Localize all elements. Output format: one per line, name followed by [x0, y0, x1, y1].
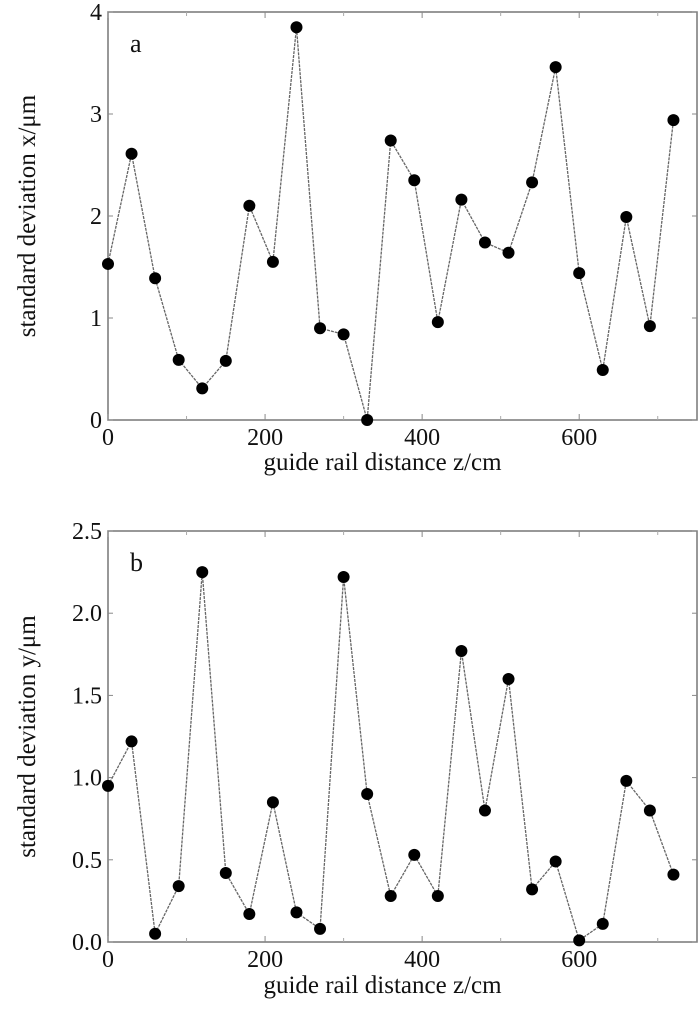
- plot-frame: [107, 530, 698, 943]
- data-point: [573, 934, 586, 947]
- data-point: [526, 883, 539, 896]
- panel-a: 0 200 400 600 0 1 2 3 4 guide rail distance z/cm s…: [14, 0, 698, 476]
- data-point: [290, 906, 303, 919]
- data-point: [102, 779, 114, 792]
- x-tick-label: 600: [561, 947, 597, 973]
- data-point: [620, 211, 633, 224]
- data-point: [408, 174, 421, 187]
- data-point: [102, 257, 114, 270]
- y-tick-label: 1: [90, 306, 102, 332]
- data-point: [314, 922, 327, 935]
- data-point: [431, 316, 444, 329]
- x-tick-label: 200: [247, 947, 283, 973]
- data-point: [219, 866, 232, 879]
- data-point: [172, 353, 185, 366]
- data-point: [502, 246, 515, 259]
- series-line: [107, 572, 675, 942]
- panel-label: a: [130, 29, 142, 58]
- data-point: [549, 61, 562, 74]
- data-point: [384, 889, 397, 902]
- panel-b: 0 200 400 600 0.0 0.5 1.0 1.5 2.0 2.5 guide rail d…: [14, 519, 698, 999]
- data-point: [337, 571, 350, 584]
- x-tick-label: 400: [404, 425, 440, 451]
- data-point: [337, 328, 350, 341]
- data-point: [149, 927, 162, 940]
- panel-label: b: [130, 548, 143, 577]
- y-tick-label: 3: [90, 102, 102, 128]
- data-point: [596, 364, 609, 377]
- data-point: [526, 176, 539, 189]
- y-axis-label: standard deviation x/μm: [14, 94, 41, 337]
- data-point: [266, 796, 279, 809]
- y-tick-label: 4: [90, 0, 102, 26]
- data-point: [431, 889, 444, 902]
- data-point: [266, 255, 279, 268]
- data-point: [408, 848, 421, 861]
- y-tick-label: 2.0: [72, 601, 102, 627]
- y-tick-label: 2: [90, 204, 102, 230]
- data-point: [125, 147, 138, 160]
- y-tick-label: 0.5: [72, 848, 102, 874]
- y-tick-label: 0: [90, 408, 102, 434]
- data-point: [196, 382, 209, 395]
- data-point: [219, 354, 232, 367]
- data-point: [125, 735, 138, 748]
- x-axis-label: guide rail distance z/cm: [263, 972, 502, 999]
- y-tick-label: 1.5: [72, 683, 102, 709]
- x-axis-label: guide rail distance z/cm: [263, 449, 502, 476]
- y-tick-label: 2.5: [72, 519, 102, 545]
- data-point: [172, 880, 185, 893]
- data-point: [478, 804, 491, 817]
- data-point: [384, 134, 397, 147]
- data-point: [478, 236, 491, 249]
- series-line: [107, 27, 675, 421]
- data-point: [361, 414, 374, 426]
- data-point: [455, 193, 468, 206]
- data-point: [667, 868, 680, 881]
- x-tick-label: 0: [102, 947, 114, 973]
- data-point: [290, 21, 303, 34]
- data-point: [643, 804, 656, 817]
- data-point: [243, 199, 256, 212]
- data-point: [667, 114, 680, 127]
- y-tick-label: 1.0: [72, 766, 102, 792]
- data-point: [596, 917, 609, 930]
- data-point: [620, 774, 633, 787]
- data-point: [314, 322, 327, 335]
- x-tick-label: 0: [102, 425, 114, 451]
- data-point: [243, 908, 256, 921]
- data-point: [643, 320, 656, 333]
- data-point: [502, 672, 515, 685]
- data-point: [455, 645, 468, 658]
- y-axis-label: standard deviation y/μm: [14, 615, 41, 858]
- y-tick-label: 0.0: [72, 930, 102, 956]
- x-tick-label: 200: [247, 425, 283, 451]
- data-point: [573, 267, 586, 280]
- data-point: [196, 566, 209, 579]
- data-point: [549, 855, 562, 868]
- x-tick-label: 400: [404, 947, 440, 973]
- x-tick-label: 600: [561, 425, 597, 451]
- data-point: [149, 272, 162, 285]
- plot-frame: [107, 11, 698, 421]
- data-point: [361, 788, 374, 801]
